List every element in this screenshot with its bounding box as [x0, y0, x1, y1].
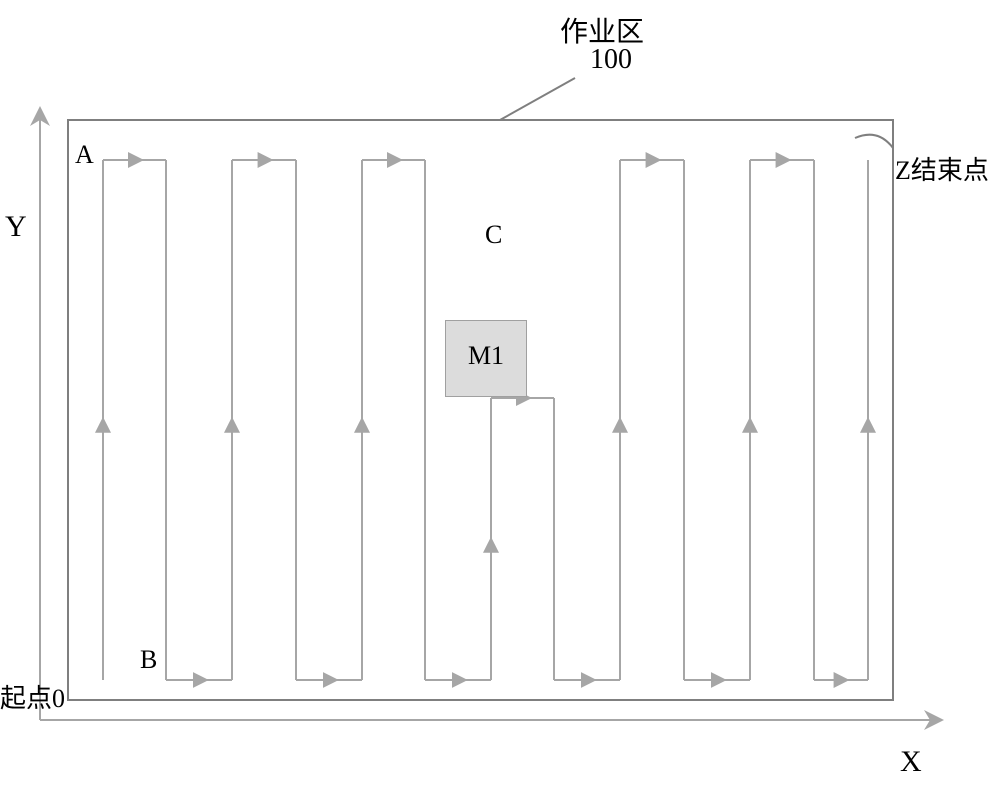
axis-label-x: X: [900, 745, 922, 779]
label-c: C: [485, 220, 502, 250]
obstacle-label: M1: [468, 341, 504, 370]
label-end: Z结束点: [895, 150, 989, 187]
axis-label-y: Y: [5, 210, 27, 244]
label-b: B: [140, 645, 157, 675]
obstacle-m1: M1: [445, 320, 527, 397]
title-number: 100: [590, 44, 632, 76]
label-a: A: [75, 140, 94, 170]
label-start: 起点0: [0, 678, 65, 715]
diagram-canvas: 作业区 100 A B C Y X 起点0 Z结束点 M1: [0, 0, 1000, 789]
